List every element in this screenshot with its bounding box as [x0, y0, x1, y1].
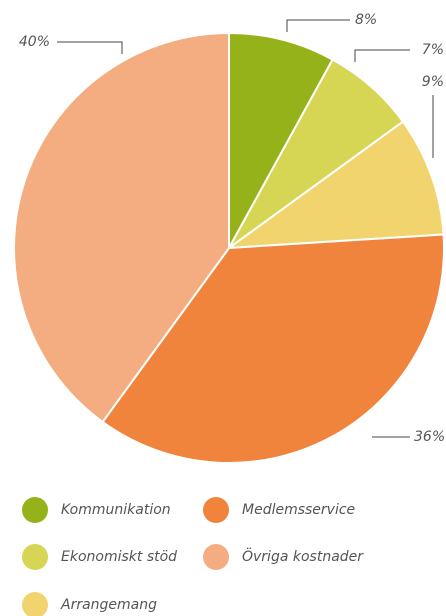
legend-label: Kommunikation: [61, 502, 171, 518]
pie-slice: [101, 233, 445, 464]
data-label: 40%: [19, 34, 50, 50]
data-label: 8%: [355, 12, 377, 28]
legend-label: Övriga kostnader: [242, 547, 364, 565]
pie-slice: [228, 31, 334, 249]
data-label: 9%: [422, 74, 444, 90]
legend-swatch: [22, 497, 48, 523]
legend-label: Arrangemang: [60, 597, 157, 613]
leader-line: [286, 19, 350, 32]
legend-label: Medlemsservice: [242, 502, 355, 518]
data-label: 36%: [414, 429, 445, 445]
pie-slice: [13, 31, 230, 424]
leader-line: [354, 49, 410, 62]
legend-swatch: [203, 544, 229, 570]
legend-swatch: [22, 544, 48, 570]
legend-swatch: [22, 592, 48, 616]
legend-label: Ekonomiskt stöd: [61, 549, 177, 565]
data-label: 7%: [422, 42, 444, 58]
leader-line: [57, 41, 123, 54]
legend-swatch: [203, 497, 229, 523]
pie-slice: [225, 120, 445, 250]
